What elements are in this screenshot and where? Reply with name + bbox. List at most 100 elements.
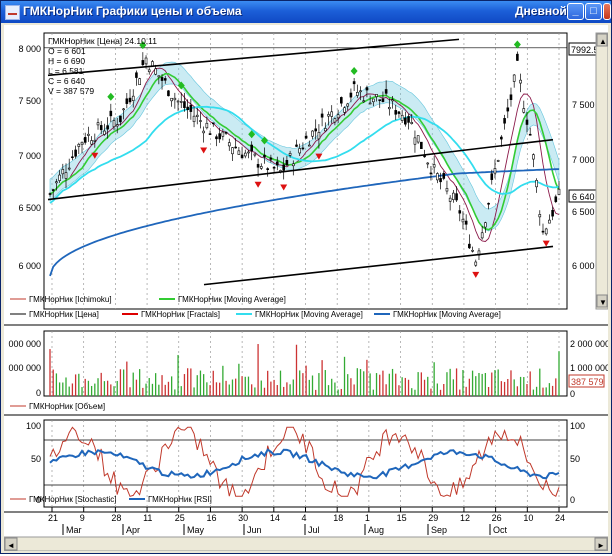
candle-body — [247, 151, 250, 154]
candle-body — [192, 115, 196, 123]
scroll-right-button[interactable] — [594, 537, 608, 551]
candle-body — [112, 120, 116, 128]
last-high-label: 7992.50 — [571, 45, 604, 55]
candle-body — [525, 119, 529, 125]
legend-ma-cyan: ГМКНорНик [Moving Average] — [255, 310, 363, 319]
candle-body — [506, 107, 510, 112]
time-day-label: 26 — [492, 513, 502, 523]
candle-body — [384, 89, 388, 94]
candle-body — [243, 152, 247, 157]
candle-body — [147, 69, 151, 73]
fractal-up-marker — [107, 92, 115, 101]
price-scrollbar[interactable]: ▲ ▼ — [595, 32, 609, 310]
ohlc-info-box: ГМКНорНик [Цена] 24.10.11 O = 6 601 H = … — [48, 36, 157, 96]
candle-body — [532, 154, 535, 160]
candle-body — [551, 210, 554, 217]
time-day-label: 21 — [48, 513, 58, 523]
candle-body — [195, 114, 199, 117]
scroll-up-icon: ▲ — [599, 37, 607, 46]
tick-label: 8 000 — [18, 44, 41, 54]
candle-body — [106, 125, 109, 130]
tick-label: 6 000 — [572, 261, 595, 271]
scroll-down-button[interactable] — [596, 294, 608, 308]
close-button[interactable] — [603, 3, 611, 20]
moving-average-green — [49, 73, 560, 231]
legend-ma-green: ГМКНорНик [Moving Average] — [178, 295, 286, 304]
candle-body — [234, 146, 237, 149]
candle-body — [503, 118, 506, 124]
timeframe-label[interactable]: Дневной — [515, 4, 567, 18]
candle-body — [320, 113, 324, 118]
time-scrollbar[interactable]: ◄ ► — [3, 536, 609, 552]
candle-body — [420, 141, 423, 149]
candle-body — [445, 188, 449, 192]
time-day-label: 18 — [333, 513, 343, 523]
scrollbar-track[interactable] — [3, 536, 609, 552]
candle-body — [416, 135, 420, 143]
candle-body — [423, 155, 426, 158]
minimize-button[interactable]: _ — [567, 3, 584, 20]
candle-body — [346, 103, 350, 107]
maximize-button[interactable]: □ — [585, 3, 602, 20]
candle-body — [211, 122, 215, 125]
trend-line-upper — [47, 38, 460, 77]
candle-body — [176, 100, 180, 103]
candle-body — [167, 90, 170, 97]
candle-body — [224, 132, 228, 134]
candle-body — [186, 106, 189, 111]
candle-body — [77, 143, 81, 147]
candle-body — [330, 111, 334, 117]
tick-label: 50 — [570, 454, 580, 464]
scrollbar-track[interactable] — [595, 32, 609, 310]
candle-body — [375, 94, 378, 97]
fractal-up-marker — [350, 67, 358, 76]
trend-line-lower — [203, 245, 554, 286]
candle-body — [471, 249, 474, 252]
candle-body — [55, 181, 58, 184]
title-bar[interactable]: ГМКНорНик Графики цены и объема Дневной … — [1, 1, 611, 23]
tick-label: 0 — [36, 495, 41, 505]
candle-body — [64, 172, 68, 179]
candle-body — [317, 132, 321, 140]
tick-label: 1 000 000 — [570, 363, 608, 373]
legend-stochastic: ГМКНорНик [Stochastic] — [29, 495, 116, 504]
chart-canvas[interactable]: ГМКНорНик [Цена] 24.10.11 O = 6 601 H = … — [3, 25, 610, 552]
info-line: ГМКНорНик [Цена] 24.10.11 — [48, 36, 157, 46]
candle-body — [410, 122, 414, 124]
candle-body — [253, 153, 257, 156]
scroll-left-button[interactable] — [4, 537, 18, 551]
candle-body — [183, 101, 186, 108]
candle-body — [259, 166, 263, 169]
scroll-down-icon: ▼ — [599, 298, 607, 307]
candle-body — [548, 219, 551, 224]
candle-body — [160, 77, 164, 81]
candle-body — [74, 149, 77, 157]
chart-area[interactable]: ГМКНорНик [Цена] 24.10.11 O = 6 601 H = … — [3, 25, 610, 552]
candle-body — [480, 232, 484, 239]
info-line: C = 6 640 — [48, 76, 85, 86]
candle-body — [311, 130, 314, 137]
candle-body — [356, 92, 359, 96]
ichimoku-line — [49, 67, 560, 242]
time-day-label: 16 — [206, 513, 216, 523]
candle-body — [349, 92, 353, 98]
candle-body — [500, 136, 503, 140]
candle-body — [461, 218, 465, 223]
scroll-up-button[interactable] — [596, 33, 608, 47]
info-line: L = 6 581 — [48, 66, 84, 76]
rsi-line — [49, 448, 560, 480]
candle-body — [528, 133, 532, 136]
candle-body — [189, 104, 193, 112]
tick-label: 0 — [570, 389, 575, 399]
app-chart-icon — [5, 5, 20, 20]
time-day-label: 25 — [175, 513, 185, 523]
window-title: ГМКНорНик Графики цены и объема — [23, 4, 242, 18]
candle-body — [80, 141, 84, 145]
candle-body — [288, 153, 292, 156]
time-day-label: 24 — [555, 513, 565, 523]
candle-body — [119, 115, 122, 123]
time-month-label: Sep — [431, 525, 447, 535]
candle-body — [407, 116, 410, 123]
candle-body — [474, 261, 478, 266]
candle-body — [308, 144, 311, 147]
